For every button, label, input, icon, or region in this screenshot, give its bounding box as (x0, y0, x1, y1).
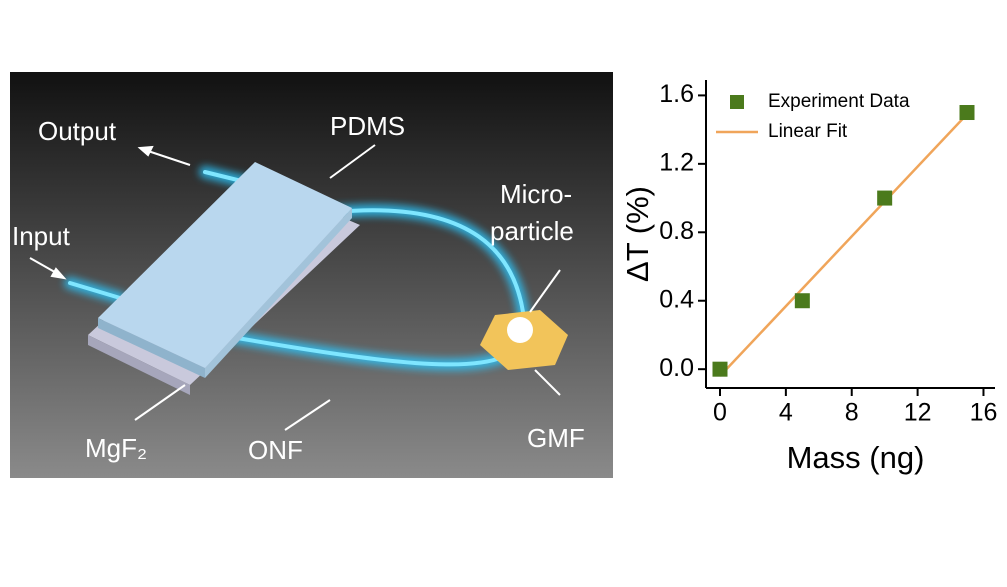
pdms-edge (205, 208, 352, 378)
microparticle (507, 317, 533, 343)
x-tick-label: 4 (779, 399, 793, 427)
legend-label: Linear Fit (768, 121, 848, 142)
x-tick-label: 8 (845, 399, 859, 427)
label-pdms: PDMS (330, 111, 405, 141)
x-tick-label: 16 (970, 399, 998, 427)
legend-label: Experiment Data (768, 91, 910, 112)
y-tick-label: 0.8 (659, 217, 694, 245)
y-axis-label: ΔT (%) (620, 186, 655, 282)
label-input: Input (12, 221, 71, 251)
pdms-side (98, 318, 205, 378)
y-tick-label: 0.4 (659, 285, 694, 313)
y-tick-label: 0.0 (659, 354, 694, 382)
label-output: Output (38, 116, 117, 146)
data-point (877, 190, 893, 206)
label-mgf2: MgF₂ (85, 433, 147, 463)
mgf2-side (88, 335, 190, 395)
y-tick-label: 1.2 (659, 148, 694, 176)
data-point (959, 105, 975, 121)
label-particle: particle (490, 216, 574, 246)
legend-swatch (730, 95, 744, 109)
x-tick-label: 0 (713, 399, 727, 427)
fit-line (719, 113, 968, 377)
pdms-block (98, 162, 352, 368)
diagram: Output PDMS Input Micro- particle MgF₂ O… (10, 72, 613, 478)
y-tick-label: 1.6 (659, 80, 694, 108)
data-point (794, 293, 810, 309)
x-axis-label: Mass (ng) (787, 440, 925, 475)
chart: 0.0 0.4 0.8 1.2 1.6 0 4 8 12 16 Mass (ng) ΔT (%) Exp… (620, 80, 997, 475)
data-point (712, 361, 728, 377)
x-tick-label: 12 (904, 399, 932, 427)
label-micro: Micro- (500, 179, 572, 209)
label-gmf: GMF (527, 423, 585, 453)
label-onf: ONF (248, 435, 303, 465)
pointer-arrows (29, 144, 561, 431)
